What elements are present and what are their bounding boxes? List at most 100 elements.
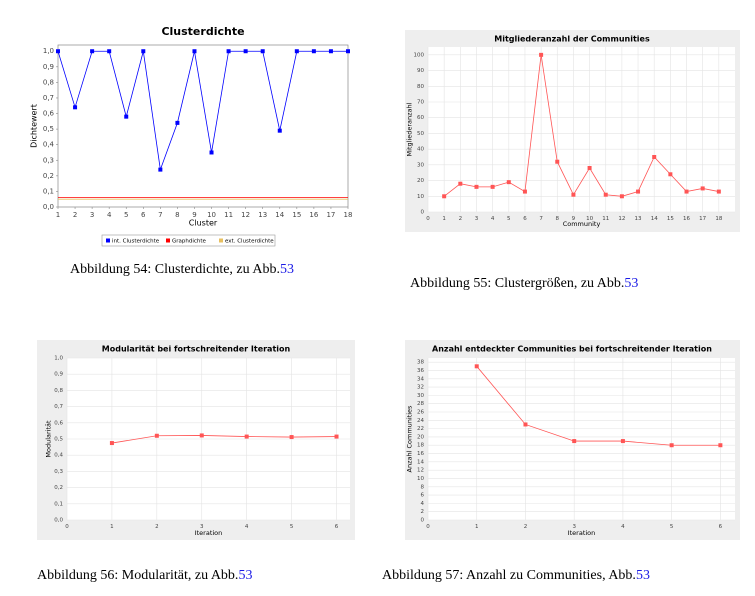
- data-point: [346, 49, 350, 54]
- plot-area: [428, 358, 735, 520]
- data-line: [443, 54, 719, 197]
- caption-reference: 53: [636, 568, 650, 583]
- figure-caption: Abbildung 54: Clusterdichte, zu Abb.53: [70, 262, 294, 277]
- x-tick-label: 5: [290, 524, 294, 530]
- x-tick-label: 6: [141, 211, 146, 219]
- y-tick-label: 0,4: [43, 141, 55, 149]
- y-tick-label: 70: [417, 100, 424, 106]
- x-tick-label: 2: [524, 524, 528, 530]
- x-tick-label: 3: [90, 211, 94, 219]
- x-tick-label: 6: [719, 524, 723, 530]
- data-point: [141, 49, 146, 54]
- data-point: [490, 184, 495, 189]
- y-tick-label: 0,6: [54, 420, 63, 426]
- y-tick-label: 40: [417, 147, 424, 153]
- x-tick-label: 1: [475, 524, 479, 530]
- x-tick-label: 6: [523, 216, 527, 222]
- y-tick-label: 0,4: [54, 453, 63, 459]
- x-tick-label: 2: [155, 524, 159, 530]
- data-point: [107, 49, 112, 54]
- data-point: [474, 364, 479, 369]
- y-tick-label: 28: [417, 401, 424, 407]
- x-tick-label: 2: [459, 216, 463, 222]
- x-tick-label: 4: [107, 211, 112, 219]
- data-point: [192, 49, 197, 54]
- x-tick-label: 0: [426, 524, 430, 530]
- data-line: [111, 435, 337, 444]
- legend-swatch: [106, 238, 110, 243]
- data-point: [277, 128, 282, 133]
- x-tick-label: 1: [110, 524, 114, 530]
- y-tick-label: 0,2: [54, 485, 63, 491]
- x-tick-label: 3: [200, 524, 204, 530]
- y-tick-label: 0,8: [54, 388, 63, 394]
- y-tick-label: 0,3: [54, 469, 63, 475]
- x-tick-label: 14: [651, 216, 658, 222]
- data-point: [668, 172, 673, 177]
- legend-label: ext. Clusterdichte: [225, 239, 274, 245]
- x-tick-label: 3: [572, 524, 576, 530]
- y-tick-label: 32: [417, 385, 424, 391]
- legend-swatch: [219, 238, 223, 243]
- caption-text: Abbildung 57: Anzahl zu Communities, Abb…: [382, 568, 636, 583]
- y-tick-label: 20: [417, 434, 424, 440]
- data-point: [684, 189, 689, 194]
- y-tick-label: 0,7: [54, 404, 63, 410]
- y-tick-label: 0,5: [43, 125, 54, 133]
- x-tick-label: 8: [175, 211, 179, 219]
- data-point: [334, 434, 339, 439]
- data-point: [474, 184, 479, 189]
- y-tick-label: 4: [421, 501, 425, 507]
- data-point: [636, 189, 641, 194]
- y-axis-label: Dichtewert: [30, 104, 39, 148]
- y-tick-label: 18: [417, 443, 424, 449]
- x-tick-label: 13: [258, 211, 267, 219]
- figure-caption: Abbildung 55: Clustergrößen, zu Abb.53: [410, 276, 638, 291]
- x-tick-label: 17: [699, 216, 706, 222]
- data-point: [619, 194, 624, 199]
- y-tick-label: 100: [414, 52, 425, 58]
- y-tick-label: 60: [417, 115, 424, 121]
- data-point: [199, 433, 204, 438]
- data-point: [587, 166, 592, 170]
- x-tick-label: 0: [65, 524, 69, 530]
- x-tick-label: 4: [245, 524, 249, 530]
- x-tick-label: 2: [73, 211, 77, 219]
- y-tick-label: 1,0: [54, 356, 63, 362]
- y-tick-label: 0,0: [54, 518, 63, 524]
- data-point: [522, 189, 527, 194]
- x-tick-label: 9: [572, 216, 576, 222]
- x-tick-label: 7: [158, 211, 162, 219]
- data-point: [442, 194, 447, 199]
- y-tick-label: 20: [417, 178, 424, 184]
- data-point: [555, 159, 560, 164]
- x-tick-label: 7: [539, 216, 543, 222]
- y-tick-label: 0: [421, 518, 425, 524]
- x-tick-label: 12: [618, 216, 625, 222]
- data-point: [56, 49, 60, 54]
- figure-caption: Abbildung 57: Anzahl zu Communities, Abb…: [382, 568, 650, 583]
- data-point: [700, 186, 705, 191]
- x-tick-label: 1: [56, 211, 60, 219]
- x-tick-label: 11: [224, 211, 233, 219]
- x-tick-label: 13: [635, 216, 642, 222]
- y-tick-label: 30: [417, 162, 424, 168]
- legend-label: Graphdichte: [172, 239, 207, 245]
- caption-text: Abbildung 54: Clusterdichte, zu Abb.: [70, 262, 280, 277]
- figure-caption: Abbildung 56: Modularität, zu Abb.53: [37, 568, 252, 583]
- y-axis-label: Modularität: [44, 420, 52, 458]
- y-tick-label: 26: [417, 410, 424, 416]
- x-tick-label: 9: [192, 211, 196, 219]
- x-axis-label: Cluster: [189, 219, 218, 228]
- chart-title: Mitgliederanzahl der Communities: [494, 35, 650, 44]
- x-tick-label: 18: [715, 216, 722, 222]
- y-tick-label: 8: [421, 484, 425, 490]
- data-point: [572, 439, 577, 444]
- x-tick-label: 5: [507, 216, 511, 222]
- legend-label: int. Clusterdichte: [112, 239, 160, 245]
- y-tick-label: 0,9: [54, 372, 63, 378]
- x-tick-label: 4: [621, 524, 625, 530]
- y-tick-label: 22: [417, 426, 424, 432]
- data-point: [539, 52, 544, 57]
